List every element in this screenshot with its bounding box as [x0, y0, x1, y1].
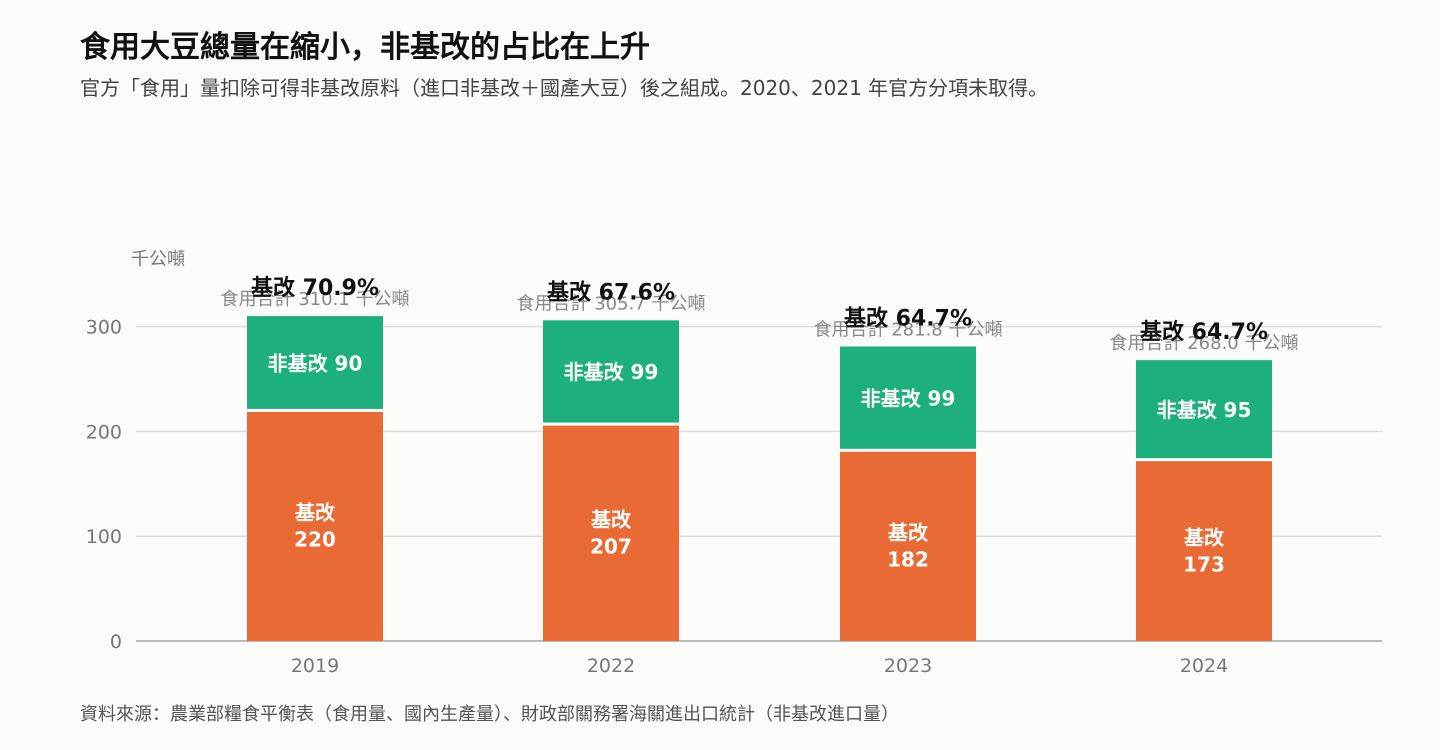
x-tick-label: 2019 — [291, 655, 339, 677]
x-tick-label: 2024 — [1180, 655, 1228, 677]
total-label: 食用合計 310.1 千公噸 — [221, 289, 410, 310]
non-gmo-segment-label: 非基改 95 — [1157, 398, 1252, 422]
bar-segment-divider — [840, 448, 976, 452]
gmo-share-label: 基改 67.6% — [547, 279, 675, 305]
total-label: 食用合計 305.7 千公噸 — [517, 293, 706, 314]
x-tick-label: 2022 — [587, 655, 635, 677]
bar-gmo-2024 — [1136, 459, 1272, 641]
bar-non-gmo-2024 — [1136, 360, 1272, 459]
y-tick-label: 0 — [110, 631, 122, 653]
y-tick-label: 200 — [86, 421, 122, 443]
bar-segment-divider — [1136, 458, 1272, 462]
chart-title: 食用大豆總量在縮小，非基改的占比在上升 — [80, 30, 650, 65]
bar-gmo-2022 — [543, 424, 679, 641]
gmo-share-label: 基改 64.7% — [1140, 319, 1268, 345]
gmo-segment-label: 基改 — [1184, 525, 1225, 549]
x-tick-label: 2023 — [884, 655, 932, 677]
y-tick-label: 300 — [86, 317, 122, 339]
gmo-segment-value: 173 — [1183, 552, 1225, 576]
gmo-segment-value: 207 — [590, 535, 632, 559]
y-axis-unit-label: 千公噸 — [131, 249, 185, 270]
bar-non-gmo-2022 — [543, 320, 679, 423]
gmo-segment-value: 182 — [887, 548, 929, 572]
non-gmo-segment-label: 非基改 99 — [861, 386, 956, 410]
bar-layer — [247, 316, 1272, 641]
bar-non-gmo-2019 — [247, 316, 383, 409]
gmo-segment-label: 基改 — [295, 501, 336, 525]
bar-gmo-2023 — [840, 450, 976, 641]
gmo-share-label: 基改 70.9% — [251, 275, 379, 301]
bar-segment-divider — [247, 408, 383, 412]
non-gmo-segment-label: 非基改 90 — [268, 351, 363, 375]
bar-gmo-2019 — [247, 410, 383, 641]
y-tick-label: 100 — [86, 526, 122, 548]
gmo-segment-value: 220 — [294, 528, 336, 552]
bar-non-gmo-2023 — [840, 346, 976, 449]
total-label: 食用合計 281.8 千公噸 — [814, 320, 1003, 341]
bar-segment-divider — [543, 422, 679, 426]
source-note: 資料來源：農業部糧食平衡表（食用量、國內生產量）、財政部關務署海關進出口統計（非… — [80, 704, 899, 725]
total-label: 食用合計 268.0 千公噸 — [1110, 333, 1299, 354]
non-gmo-segment-label: 非基改 99 — [564, 360, 659, 384]
gmo-segment-label: 基改 — [888, 521, 929, 545]
gmo-segment-label: 基改 — [591, 508, 632, 532]
chart-subtitle: 官方「食用」量扣除可得非基改原料（進口非基改＋國產大豆）後之組成。2020、20… — [80, 76, 1049, 100]
gmo-share-label: 基改 64.7% — [844, 306, 972, 332]
